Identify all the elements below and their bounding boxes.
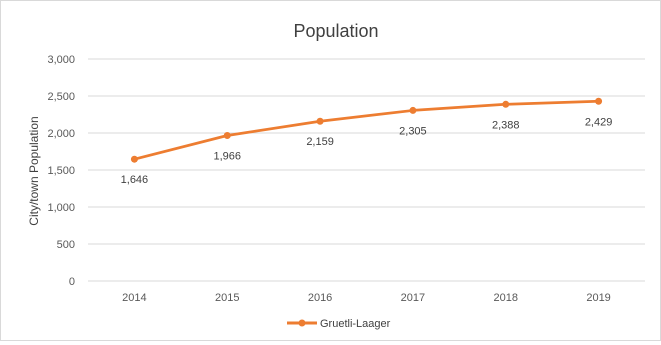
y-tick-label: 3,000 (47, 54, 75, 66)
y-tick-label: 0 (69, 276, 75, 288)
x-tick-label: 2017 (401, 292, 425, 304)
y-axis-ticks: 0 500 1,000 1,500 2,000 2,500 3,000 (47, 54, 75, 288)
x-tick-label: 2014 (122, 292, 146, 304)
chart-title: Population (293, 21, 378, 41)
data-label: 2,305 (399, 125, 427, 137)
data-point (595, 97, 603, 105)
data-label: 2,388 (492, 119, 520, 131)
legend-marker (298, 319, 306, 327)
x-tick-label: 2019 (586, 292, 610, 304)
data-label: 1,646 (121, 174, 149, 186)
legend-label: Gruetli-Laager (320, 318, 391, 330)
y-axis-title: City/town Population (27, 116, 41, 225)
data-label: 2,429 (585, 116, 613, 128)
x-axis-ticks: 2014 2015 2016 2017 2018 2019 (122, 292, 611, 304)
y-tick-label: 500 (57, 239, 75, 251)
data-label: 1,966 (213, 151, 241, 163)
data-label: 2,159 (306, 136, 334, 148)
line-chart: Population 0 500 1,000 1,500 2,000 2,500 3,000… (27, 21, 645, 330)
x-tick-label: 2015 (215, 292, 239, 304)
series-line (133, 99, 600, 161)
series-group: 1,646 1,966 2,159 2,305 2,388 2,429 (121, 97, 613, 186)
x-tick-label: 2018 (494, 292, 518, 304)
y-tick-label: 1,500 (47, 165, 75, 177)
gridlines (88, 58, 645, 282)
legend: Gruetli-Laager (287, 318, 391, 330)
data-point (409, 106, 417, 114)
y-tick-label: 2,000 (47, 128, 75, 140)
x-tick-label: 2016 (308, 292, 332, 304)
y-tick-label: 2,500 (47, 91, 75, 103)
data-point (130, 155, 138, 163)
data-point (316, 117, 324, 125)
y-tick-label: 1,000 (47, 202, 75, 214)
data-point (223, 132, 231, 140)
data-point (502, 100, 510, 108)
